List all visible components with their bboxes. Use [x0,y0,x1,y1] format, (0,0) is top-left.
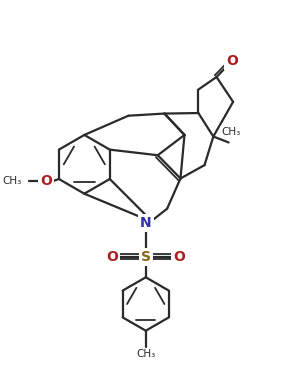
Text: O: O [40,174,52,188]
Text: S: S [141,250,151,264]
Text: O: O [106,250,118,264]
Text: O: O [226,54,238,68]
Text: CH₃: CH₃ [136,349,155,359]
Text: O: O [173,250,185,264]
Text: CH₃: CH₃ [3,176,22,186]
Text: CH₃: CH₃ [221,127,240,137]
Text: N: N [140,216,152,230]
